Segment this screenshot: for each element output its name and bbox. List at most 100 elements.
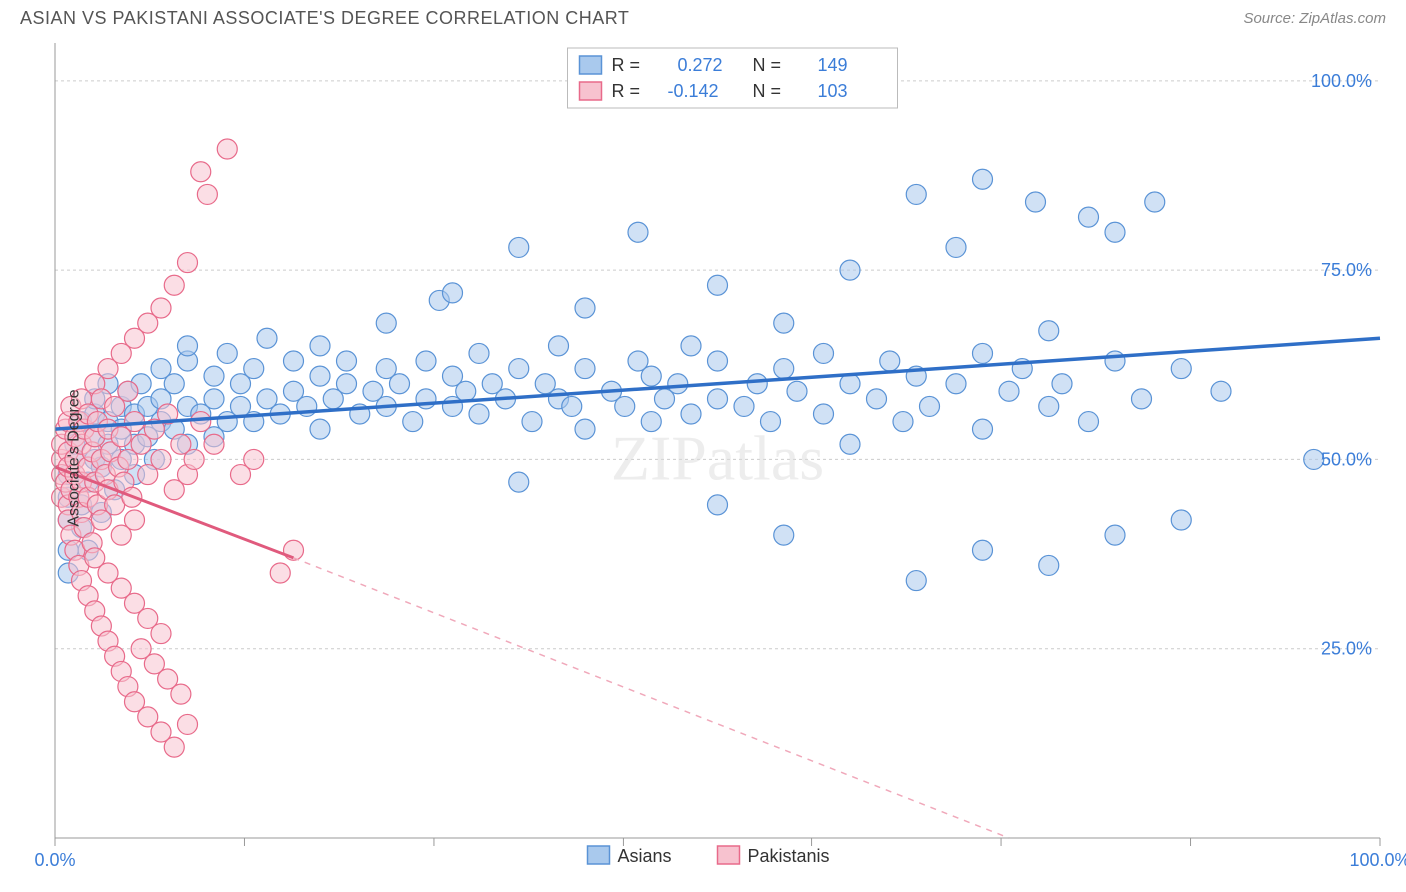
data-point-asian [337,374,357,394]
data-point-asian [1171,510,1191,530]
data-point-asian [204,366,224,386]
data-point-pakistani [118,381,138,401]
data-point-asian [164,374,184,394]
data-point-asian [310,336,330,356]
data-point-pakistani [197,184,217,204]
data-point-asian [840,434,860,454]
data-point-asian [681,336,701,356]
data-point-asian [284,351,304,371]
data-point-asian [973,343,993,363]
data-point-pakistani [178,253,198,273]
data-point-pakistani [191,162,211,182]
data-point-asian [906,571,926,591]
data-point-pakistani [151,449,171,469]
data-point-asian [787,381,807,401]
data-point-asian [509,359,529,379]
data-point-asian [1039,396,1059,416]
data-point-asian [920,396,940,416]
data-point-asian [575,298,595,318]
data-point-asian [814,404,834,424]
trendline-pakistani-dashed [294,558,1010,838]
data-point-asian [708,275,728,295]
legend-n-value-asian: 149 [818,55,848,75]
data-point-pakistani [204,434,224,454]
data-point-asian [867,389,887,409]
data-point-asian [1039,321,1059,341]
data-point-asian [973,540,993,560]
y-tick-label: 50.0% [1321,449,1372,469]
data-point-asian [575,419,595,439]
chart-header: ASIAN VS PAKISTANI ASSOCIATE'S DEGREE CO… [0,0,1406,33]
bottom-label-asian: Asians [618,846,672,866]
data-point-asian [522,412,542,432]
data-point-pakistani [125,510,145,530]
data-point-asian [509,472,529,492]
data-point-asian [257,328,277,348]
data-point-pakistani [184,449,204,469]
data-point-pakistani [164,737,184,757]
watermark-text: ZIPatlas [611,422,824,493]
data-point-pakistani [178,714,198,734]
data-point-asian [1079,412,1099,432]
data-point-asian [1171,359,1191,379]
data-point-asian [456,381,476,401]
data-point-asian [946,237,966,257]
data-point-asian [509,237,529,257]
data-point-asian [774,313,794,333]
legend-r-value-pakistani: -0.142 [668,81,719,101]
data-point-asian [946,374,966,394]
data-point-asian [469,404,489,424]
data-point-asian [628,222,648,242]
data-point-asian [178,336,198,356]
data-point-asian [668,374,688,394]
data-point-asian [893,412,913,432]
data-point-asian [204,389,224,409]
data-point-asian [1132,389,1152,409]
data-point-asian [549,336,569,356]
data-point-asian [615,396,635,416]
y-tick-label: 100.0% [1311,71,1372,91]
data-point-pakistani [151,298,171,318]
legend-swatch-asian [580,56,602,74]
legend-r-label-asian: R = [612,55,641,75]
data-point-asian [1211,381,1231,401]
data-point-pakistani [244,449,264,469]
data-point-asian [814,343,834,363]
data-point-pakistani [217,139,237,159]
data-point-asian [973,419,993,439]
bottom-label-pakistani: Pakistanis [748,846,830,866]
legend-n-label-asian: N = [753,55,782,75]
data-point-asian [1105,222,1125,242]
data-point-asian [708,389,728,409]
bottom-swatch-pakistani [718,846,740,864]
data-point-asian [840,260,860,280]
data-point-asian [443,283,463,303]
data-point-asian [1105,525,1125,545]
data-point-asian [1105,351,1125,371]
data-point-asian [337,351,357,371]
legend-n-label-pakistani: N = [753,81,782,101]
data-point-asian [575,359,595,379]
scatter-chart-svg: ZIPatlas0.0%100.0%25.0%50.0%75.0%100.0%R… [0,33,1406,883]
data-point-asian [310,366,330,386]
y-axis-label: Associate's Degree [66,389,84,526]
data-point-asian [906,184,926,204]
data-point-asian [217,343,237,363]
data-point-pakistani [191,412,211,432]
data-point-asian [973,169,993,189]
data-point-asian [708,495,728,515]
data-point-asian [708,351,728,371]
x-tick-label: 0.0% [34,850,75,870]
data-point-asian [469,343,489,363]
legend-swatch-pakistani [580,82,602,100]
data-point-asian [376,313,396,333]
data-point-asian [1026,192,1046,212]
data-point-asian [403,412,423,432]
data-point-asian [416,351,436,371]
data-point-asian [1079,207,1099,227]
data-point-asian [641,366,661,386]
legend-r-value-asian: 0.272 [678,55,723,75]
y-tick-label: 75.0% [1321,260,1372,280]
data-point-asian [244,359,264,379]
data-point-asian [390,374,410,394]
